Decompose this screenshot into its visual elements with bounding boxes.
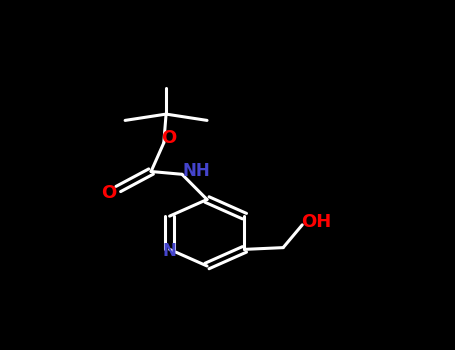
Text: N: N [162,242,177,260]
Text: NH: NH [183,162,210,181]
Text: OH: OH [301,213,331,231]
Text: O: O [161,129,176,147]
Text: O: O [101,183,117,202]
